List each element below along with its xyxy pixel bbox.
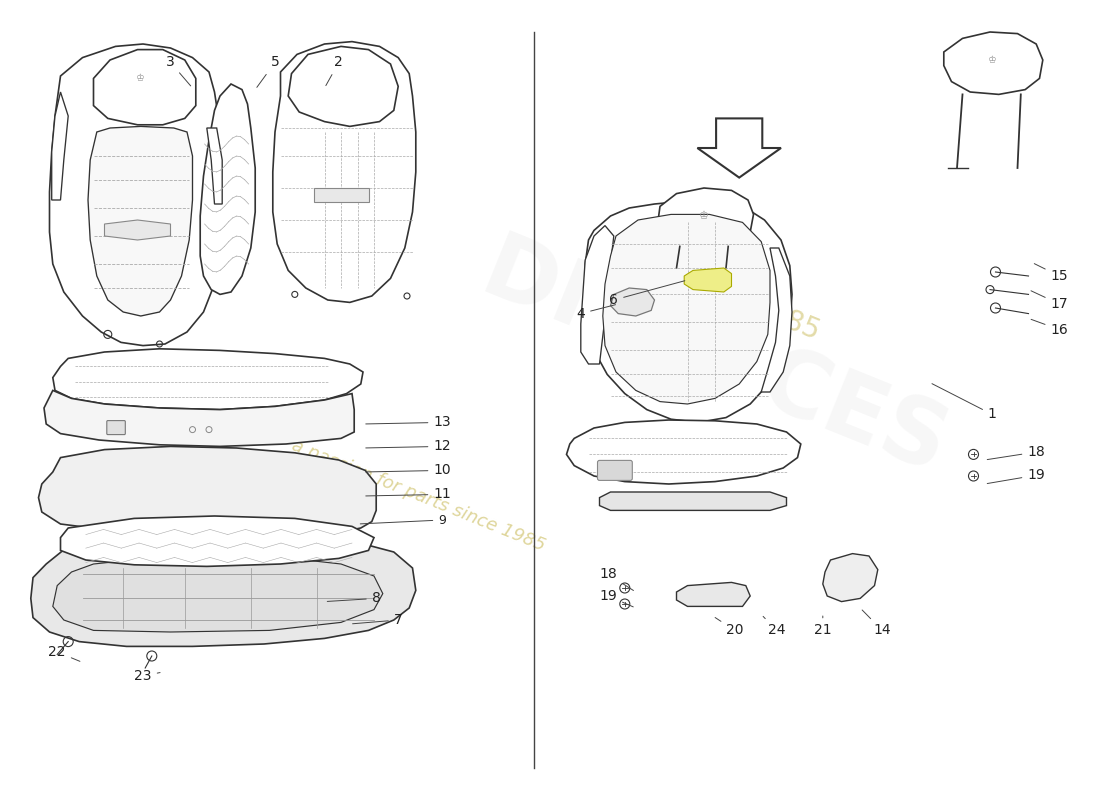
- Text: ♔: ♔: [698, 211, 710, 221]
- Text: 22: 22: [48, 645, 80, 662]
- Text: 19: 19: [600, 589, 634, 607]
- Text: 1: 1: [932, 384, 997, 422]
- Text: 11: 11: [366, 487, 451, 502]
- Text: 15: 15: [1034, 264, 1068, 283]
- Text: DISPACES: DISPACES: [470, 226, 960, 494]
- Text: ♔: ♔: [136, 74, 145, 83]
- Polygon shape: [581, 226, 614, 364]
- Polygon shape: [53, 349, 363, 410]
- Text: a passion for parts since 1985: a passion for parts since 1985: [288, 437, 548, 555]
- Polygon shape: [273, 42, 416, 302]
- Polygon shape: [610, 288, 654, 316]
- Polygon shape: [39, 446, 376, 534]
- Polygon shape: [53, 556, 383, 632]
- Polygon shape: [50, 44, 225, 346]
- Polygon shape: [566, 420, 801, 484]
- Polygon shape: [697, 118, 781, 178]
- Polygon shape: [658, 188, 754, 246]
- Text: 20: 20: [715, 618, 744, 638]
- Polygon shape: [314, 188, 369, 202]
- Text: 14: 14: [862, 610, 891, 638]
- Polygon shape: [761, 248, 792, 392]
- Text: 6: 6: [609, 281, 685, 307]
- Polygon shape: [104, 220, 170, 240]
- Text: 2: 2: [326, 55, 343, 86]
- Text: 21: 21: [814, 616, 832, 638]
- Text: 23: 23: [134, 669, 161, 683]
- Polygon shape: [603, 214, 770, 404]
- Text: 12: 12: [366, 439, 451, 454]
- Text: 10: 10: [366, 463, 451, 478]
- Text: 9: 9: [361, 514, 447, 526]
- Polygon shape: [94, 50, 196, 125]
- Polygon shape: [31, 534, 416, 646]
- Text: 18: 18: [600, 567, 634, 590]
- Text: ♔: ♔: [988, 55, 997, 65]
- Polygon shape: [52, 92, 68, 200]
- Text: 4: 4: [576, 305, 616, 321]
- Polygon shape: [60, 516, 374, 566]
- Text: since 1985: since 1985: [672, 262, 824, 346]
- Polygon shape: [288, 46, 398, 126]
- Text: 8: 8: [328, 591, 381, 606]
- Polygon shape: [585, 202, 792, 422]
- Polygon shape: [944, 32, 1043, 94]
- Polygon shape: [88, 126, 192, 316]
- Polygon shape: [600, 492, 786, 510]
- Text: 5: 5: [256, 55, 279, 87]
- FancyBboxPatch shape: [597, 460, 632, 480]
- Polygon shape: [44, 390, 354, 446]
- Text: 13: 13: [366, 415, 451, 430]
- Polygon shape: [823, 554, 878, 602]
- Text: 19: 19: [987, 468, 1045, 483]
- Text: 3: 3: [166, 55, 190, 86]
- Text: 7: 7: [353, 613, 403, 627]
- Text: 18: 18: [987, 445, 1045, 459]
- Text: 16: 16: [1031, 319, 1068, 337]
- Polygon shape: [207, 128, 222, 204]
- FancyBboxPatch shape: [107, 421, 125, 434]
- Text: 24: 24: [763, 617, 785, 638]
- Text: 17: 17: [1031, 290, 1068, 311]
- Polygon shape: [676, 582, 750, 606]
- Polygon shape: [200, 84, 255, 294]
- Polygon shape: [684, 268, 732, 292]
